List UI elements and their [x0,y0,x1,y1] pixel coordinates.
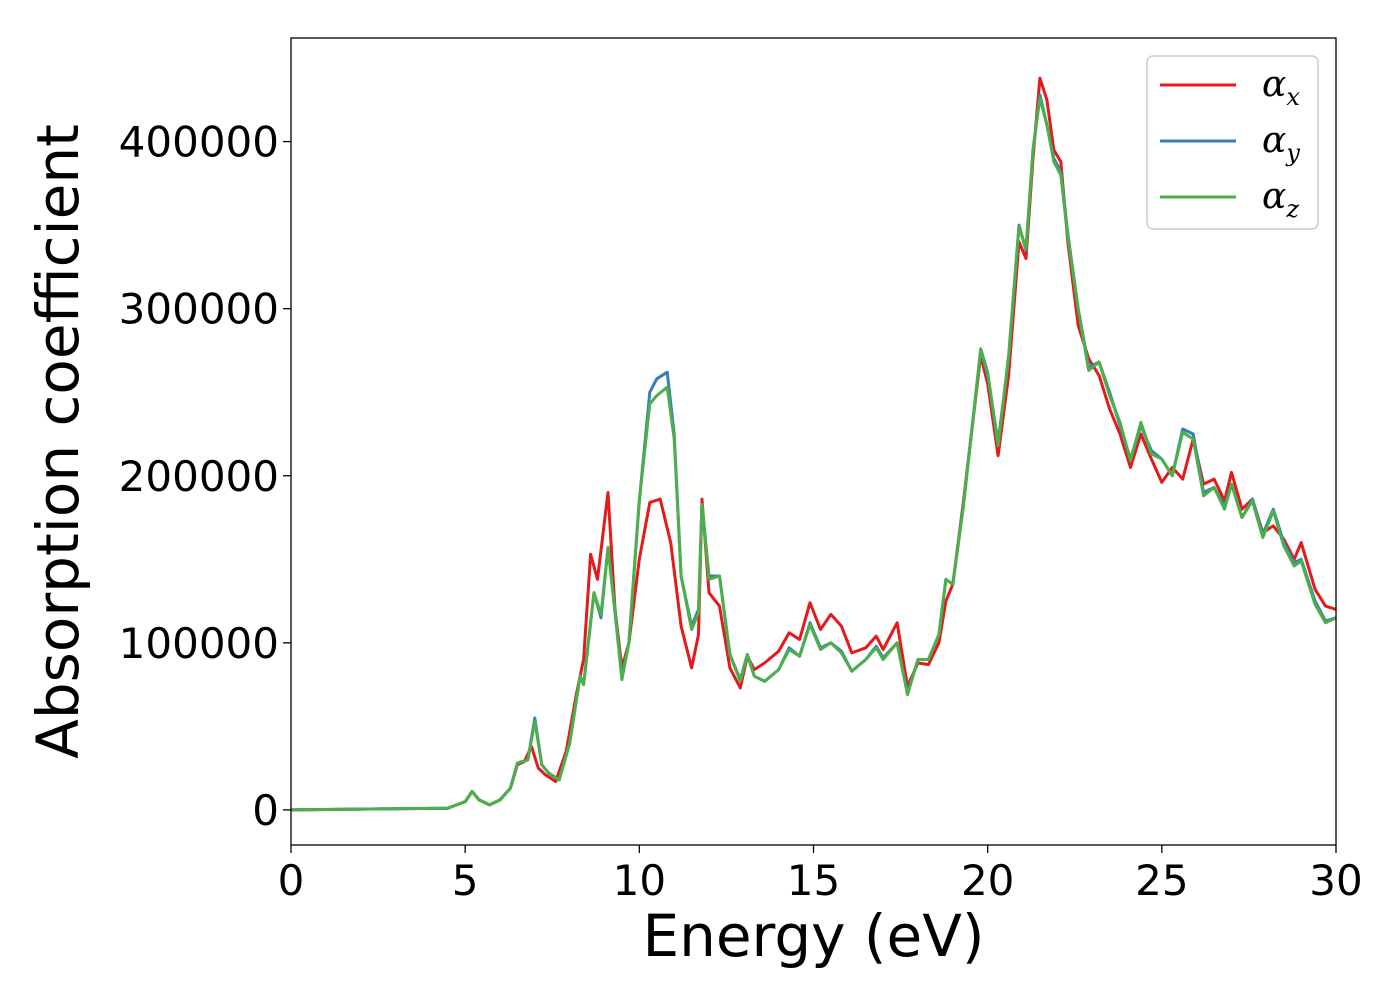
y-tick-label: 0 [252,786,279,835]
x-tick-label: 25 [1135,856,1188,905]
series-line-x [291,76,1336,812]
y-tick-label: 100000 [119,619,279,668]
x-tick-label: 5 [452,856,479,905]
y-axis: 0 100000 200000 300000 400000 [119,118,291,835]
x-axis-title: Energy (eV) [642,902,984,970]
y-tick-label: 400000 [119,118,279,167]
legend-label-z: αz [1262,176,1299,223]
series-line-z [291,96,1336,812]
legend-label-x: αx [1262,64,1300,111]
x-axis: 0 5 10 15 20 25 30 [278,845,1363,905]
x-tick-label: 20 [961,856,1014,905]
x-tick-label: 30 [1309,856,1362,905]
x-tick-label: 0 [278,856,305,905]
y-axis-title: Absorption coefficient [24,124,92,759]
y-tick-label: 300000 [119,285,279,334]
legend-label-y: αy [1262,120,1300,167]
series-layer [291,76,1336,812]
x-tick-label: 10 [613,856,666,905]
y-tick-label: 200000 [119,452,279,501]
x-tick-label: 15 [787,856,840,905]
legend: αx αy αz [1146,55,1319,230]
